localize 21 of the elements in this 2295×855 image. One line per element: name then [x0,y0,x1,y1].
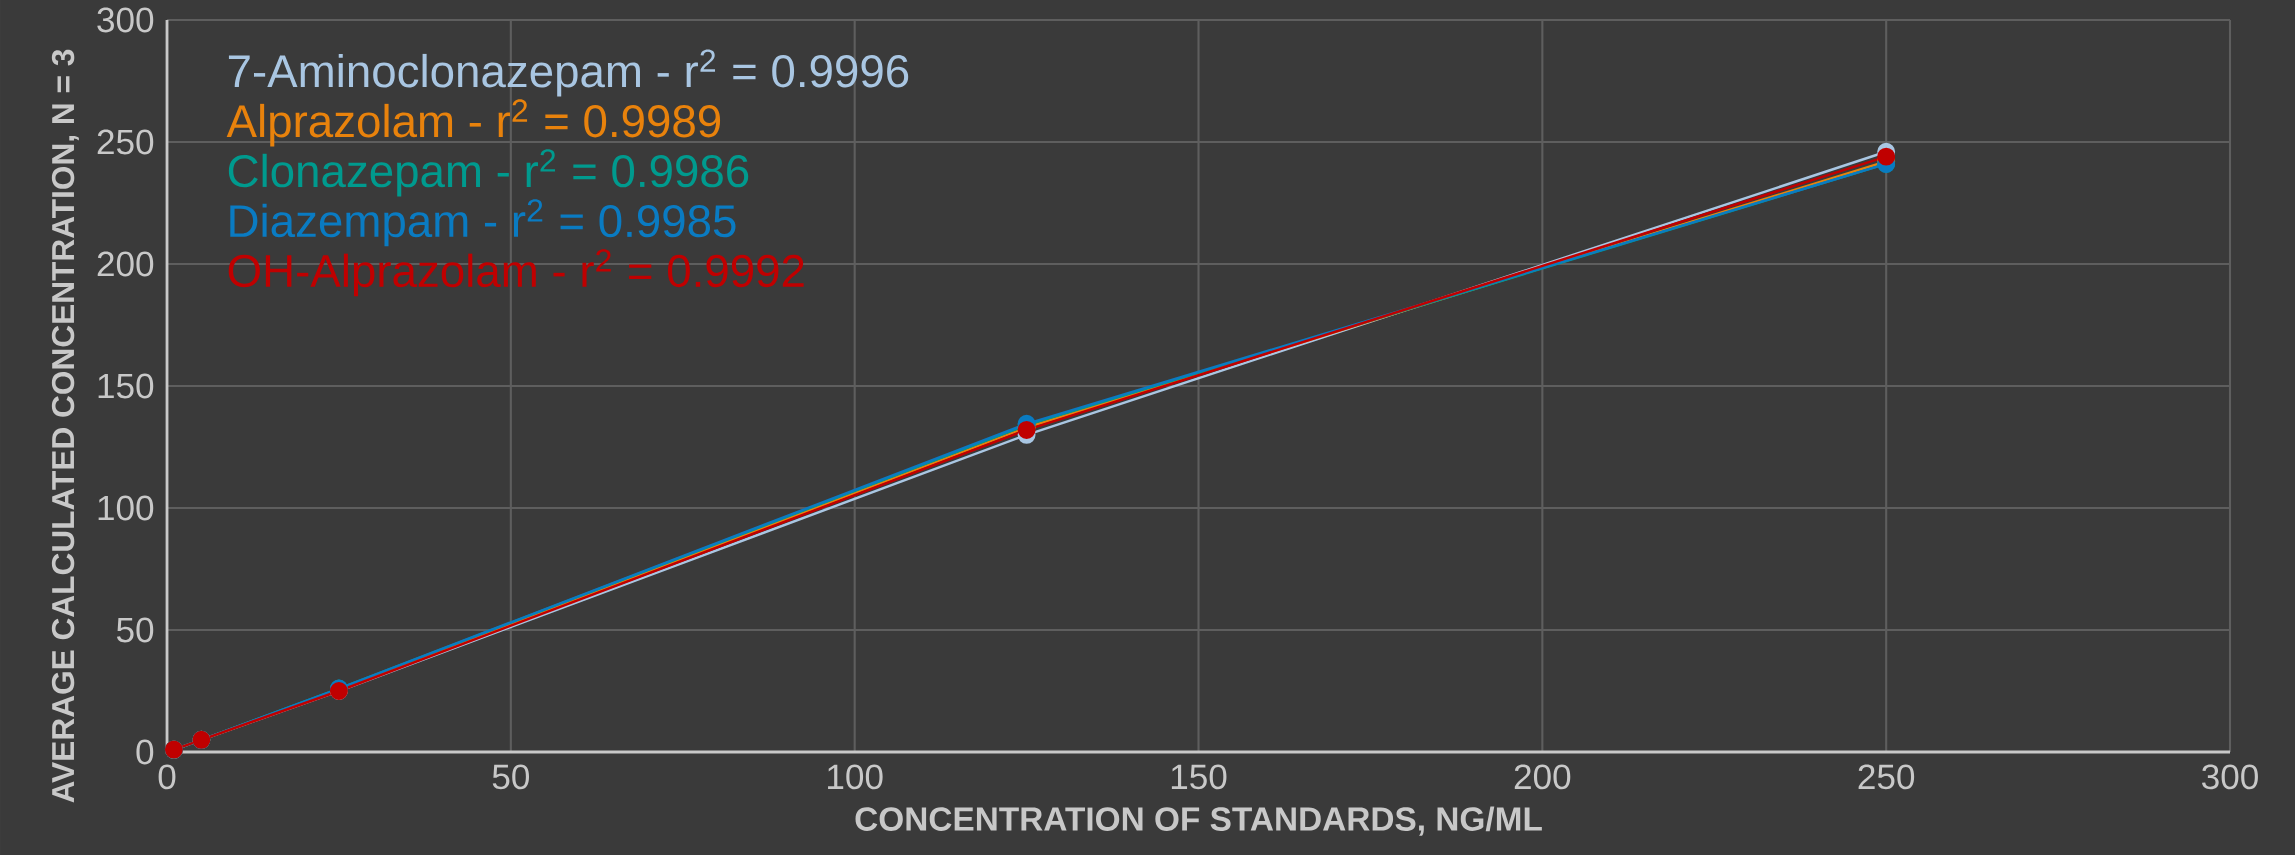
text: Alprazolam - r$^{2}$ = 0.9989 [226,99,721,147]
text: 7-Aminoclonazepam - r$^{2}$ = 0.9996 [228,49,909,97]
x-tick-label: 100 [828,764,883,790]
x-tick-label: 150 [1171,764,1227,790]
y-tick-label: 250 [97,129,154,155]
x-axis-title: CONCENTRATION OF STANDARDS, NG/ML [855,806,1542,836]
x-tick-label: 0 [158,764,176,790]
y-tick-label: 200 [97,251,154,277]
y-tick-label: 0 [136,739,154,765]
x-tick-label: 300 [2202,764,2258,790]
text: Diazempam - r$^{2}$ = 0.9985 [230,199,736,247]
y-axis-title: AVERAGE CALCULATED CONCENTRATION, N = 3 [51,49,79,803]
text: OH-Alprazolam - r$^{2}$ = 0.9992 [228,249,804,297]
x-tick-label: 250 [1858,764,1915,790]
text: Clonazepam - r$^{2}$ = 0.9986 [228,149,749,197]
y-tick-label: 100 [98,495,154,521]
x-tick-label: 200 [1514,764,1571,790]
y-tick-label: 150 [98,373,154,399]
y-tick-label: 300 [97,7,154,33]
y-tick-label: 50 [116,617,154,643]
x-tick-label: 50 [492,764,530,790]
